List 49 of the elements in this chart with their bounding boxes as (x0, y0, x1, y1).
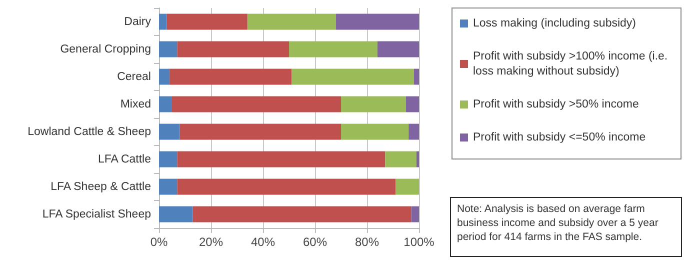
bar (377, 41, 419, 58)
y-tick-label: Mixed (120, 98, 151, 110)
bar (416, 151, 419, 168)
bar (159, 96, 172, 112)
legend-label: Profit with subsidy >50% income (473, 98, 639, 110)
x-tick-label: 20% (198, 235, 224, 249)
bar (411, 206, 419, 222)
bar (159, 14, 167, 30)
bar (406, 96, 419, 112)
y-tick-label: Cereal (117, 70, 151, 83)
bar (414, 68, 419, 85)
bar (341, 124, 409, 140)
bar (159, 178, 178, 195)
y-tick-label: Lowland Cattle & Sheep (28, 126, 151, 138)
text: Note: Analysis is based on average farm business income and subsidy over a 5 year period for 414 farms in the FAS sample. (450, 197, 682, 257)
y-tick-label: LFA Sheep & Cattle (50, 180, 151, 193)
bar (177, 151, 386, 168)
bar (166, 14, 248, 30)
bar (385, 151, 416, 168)
x-tick-label: 80% (354, 235, 380, 249)
legend-label: Loss making (including subsidy) (473, 18, 636, 30)
bar (177, 41, 289, 58)
x-tick-label: 60% (302, 235, 328, 249)
bar (159, 124, 180, 140)
bar (289, 41, 378, 58)
bar (292, 68, 414, 85)
x-tick-label: 100% (404, 235, 435, 249)
bar (177, 178, 396, 195)
x-tick-label: 0% (150, 235, 168, 249)
bar (341, 96, 406, 112)
bar (159, 206, 193, 222)
x-tick-label: 40% (250, 235, 276, 249)
bar (159, 151, 178, 168)
y-tick-label: LFA Cattle (98, 153, 151, 166)
legend-label: Profit with subsidy >100% income (i.e. loss making without subsidy) (473, 50, 671, 78)
bar (169, 68, 292, 85)
legend-label: Profit with subsidy <=50% income (473, 132, 646, 144)
y-tick-label: General Cropping (60, 43, 151, 56)
y-tick-label: LFA Specialist Sheep (42, 208, 151, 220)
bar (159, 68, 170, 85)
y-tick-label: Dairy (124, 16, 152, 28)
bar (159, 41, 178, 58)
bar (336, 14, 419, 30)
bar (247, 14, 336, 30)
bar (192, 206, 412, 222)
bar (408, 124, 419, 140)
bar (172, 96, 341, 112)
bar (180, 124, 341, 140)
bar (396, 178, 419, 195)
